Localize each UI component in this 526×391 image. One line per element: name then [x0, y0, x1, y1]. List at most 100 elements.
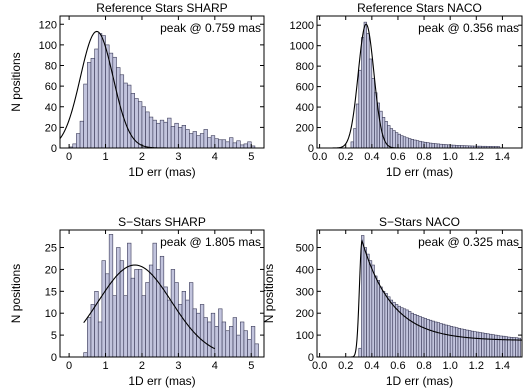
histogram-bar [76, 133, 81, 148]
histogram-bar [489, 333, 493, 357]
histogram-bar [181, 291, 186, 357]
histogram-bar [350, 141, 354, 148]
histogram-bar [159, 255, 165, 357]
histogram-bar [225, 141, 230, 148]
histogram-bar [517, 337, 521, 357]
histogram-bar [405, 137, 409, 148]
plot-frame [316, 229, 523, 358]
x-tick-label: 0.2 [338, 151, 353, 163]
plot-frame [59, 15, 265, 149]
y-tick-label: 60 [45, 81, 57, 93]
histogram-bar [486, 333, 490, 357]
x-tick-label: 5 [248, 151, 254, 163]
histogram-bar [428, 319, 433, 357]
histogram-bar [123, 82, 128, 148]
histogram-bar [465, 329, 469, 357]
y-tick-label: 200 [296, 308, 314, 320]
histogram-bar [199, 133, 205, 148]
histogram-bar [196, 135, 201, 148]
histogram-bar [478, 332, 482, 357]
y-tick-label: 0 [308, 143, 314, 155]
chart-title: S−Stars NACO [379, 215, 460, 229]
x-tick-label: 0.4 [364, 360, 379, 372]
histogram-bars [350, 21, 501, 148]
histogram-bar [210, 312, 216, 357]
histogram-bar [174, 122, 179, 148]
panel-3: 0 1 2 3 4 5 0 5 10 15 20 25 S−Stars SHARP 1D err (mas… [9, 215, 265, 388]
x-tick-label: 0 [66, 151, 72, 163]
histogram-bar [156, 122, 161, 148]
histogram-bar [214, 326, 219, 357]
chart-title: Reference Stars NACO [357, 1, 482, 15]
fit-curve [83, 264, 216, 350]
histogram-bar [232, 317, 237, 357]
y-tick-label: 20 [45, 122, 57, 134]
x-tick-label: 0.0 [312, 151, 327, 163]
x-axis-label: 1D err (mas) [386, 374, 453, 388]
histogram-bar [402, 136, 407, 148]
x-tick-label: 3 [175, 151, 181, 163]
histogram-bar [141, 295, 146, 357]
histogram-bar [428, 142, 433, 148]
histogram-bar [442, 323, 446, 357]
histogram-bars [83, 234, 259, 357]
histogram-bar [138, 101, 143, 148]
histogram-bar [210, 135, 216, 148]
histogram-bar [449, 326, 454, 357]
histogram-bar [83, 352, 88, 357]
chart-title: Reference Stars SHARP [96, 1, 227, 15]
histogram-bar [101, 35, 106, 148]
y-tick-label: 100 [39, 40, 57, 52]
histogram-bar [358, 347, 362, 357]
y-tick-label: 0 [308, 352, 314, 364]
histogram-bar [163, 121, 168, 148]
x-tick-label: 3 [175, 360, 181, 372]
histogram-bar [426, 142, 430, 148]
histogram-bar [178, 127, 183, 148]
y-tick-label: 120 [39, 19, 57, 31]
histogram-bar [400, 135, 404, 148]
histogram-bar [207, 321, 212, 357]
histogram-bar [460, 328, 464, 357]
histogram-bar [384, 293, 388, 357]
x-tick-label: 2 [139, 151, 145, 163]
histogram-bar [447, 325, 451, 357]
histogram-bar [418, 316, 422, 357]
histogram-bar [397, 305, 401, 357]
panel-1: 0 1 2 3 4 5 0 20 40 60 80 100 120 Reference Stars SHA… [9, 1, 265, 179]
histogram-bar [185, 129, 190, 148]
histogram-bar [434, 143, 438, 148]
histogram-bars [68, 33, 256, 148]
x-tick-label: 1.4 [495, 151, 510, 163]
histogram-bar [250, 326, 256, 357]
y-tick-label: 100 [296, 330, 314, 342]
histogram-bar [145, 282, 150, 357]
peak-annotation: peak @ 0.356 mas [418, 21, 519, 35]
histogram-bar [138, 269, 143, 357]
x-tick-label: 0.6 [390, 151, 405, 163]
histogram-bar [389, 128, 394, 148]
x-tick-label: 0.2 [338, 360, 353, 372]
histogram-bar [101, 260, 106, 357]
histogram-bar [381, 291, 386, 357]
histogram-bar [366, 253, 370, 357]
histogram-bar [374, 275, 378, 357]
histogram-bar [127, 84, 132, 148]
fit-curve [317, 23, 522, 148]
histogram-bar [494, 334, 498, 357]
histogram-bar [470, 330, 474, 357]
histogram-bar [199, 304, 205, 357]
x-tick-label: 4 [212, 151, 218, 163]
histogram-bar [207, 137, 212, 148]
histogram-bar [152, 119, 157, 148]
histogram-bar [97, 33, 103, 148]
histogram-bar [189, 133, 194, 148]
y-tick-label: 200 [296, 123, 314, 135]
histogram-bar [94, 291, 99, 357]
y-tick-label: 0 [51, 143, 57, 155]
histogram-bar [225, 330, 230, 357]
histogram-bar [368, 58, 373, 148]
histogram-bar [174, 282, 179, 357]
histogram-bar [431, 320, 435, 357]
